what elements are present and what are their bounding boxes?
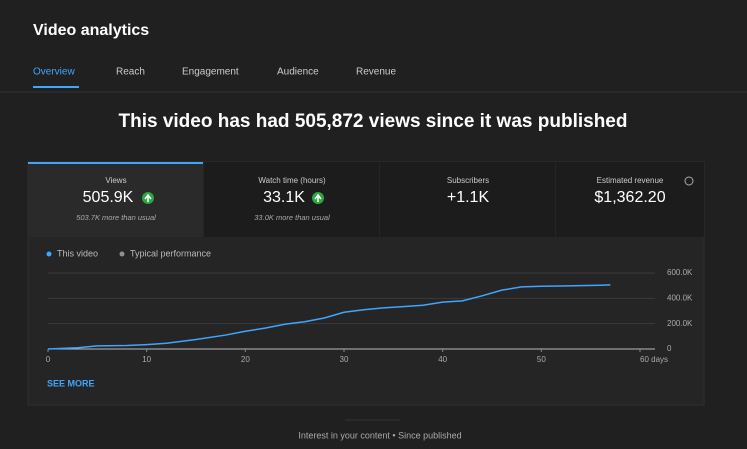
y-tick-label: 600.0K: [667, 268, 693, 277]
legend-dot: [46, 251, 52, 257]
y-tick-label: 0: [667, 344, 672, 353]
tab[interactable]: Engagement: [182, 67, 239, 78]
tab[interactable]: Audience: [277, 67, 319, 78]
see-more[interactable]: SEE MORE: [47, 378, 95, 388]
x-tick-label: 30: [340, 355, 349, 364]
metric-note: 33.0K more than usual: [254, 213, 330, 222]
tab[interactable]: Overview: [33, 67, 75, 78]
headline: This video has had 505,872 views since i…: [119, 111, 628, 132]
legend-dot: [119, 251, 125, 257]
tab[interactable]: Reach: [116, 67, 145, 78]
metric-label: Watch time (hours): [258, 176, 326, 185]
y-tick-label: 200.0K: [667, 319, 693, 328]
metric-label: Subscribers: [447, 176, 489, 185]
x-tick-label: 10: [142, 355, 151, 364]
card-indicator: [28, 162, 203, 164]
metric-value: 505.9K: [83, 189, 134, 206]
footer: Interest in your content • Since publish…: [298, 430, 461, 440]
x-tick-label: 20: [241, 355, 250, 364]
metric-note: 503.7K more than usual: [76, 213, 156, 222]
x-tick-label: 60 days: [640, 355, 668, 364]
title: Video analytics: [33, 22, 149, 39]
metric-value: $1,362.20: [594, 189, 665, 206]
metric-value: 33.1K: [263, 189, 305, 206]
info-icon: [684, 176, 694, 186]
metric-value: +1.1K: [447, 189, 490, 206]
x-tick-label: 0: [46, 355, 51, 364]
metric-label: Views: [105, 176, 126, 185]
x-tick-label: 40: [438, 355, 447, 364]
metric-label: Estimated revenue: [597, 176, 664, 185]
series-line: [47, 284, 611, 350]
legend-label: This video: [57, 248, 98, 258]
tab-underline: [33, 86, 79, 88]
legend-label: Typical performance: [130, 248, 211, 258]
card[interactable]: [556, 162, 704, 237]
tab[interactable]: Revenue: [356, 67, 396, 78]
up-arrow: [314, 193, 322, 202]
y-tick-label: 400.0K: [667, 293, 693, 302]
x-tick-label: 50: [537, 355, 546, 364]
card-selected[interactable]: [28, 162, 203, 237]
card[interactable]: [380, 162, 555, 237]
card[interactable]: [204, 162, 379, 237]
up-arrow: [144, 193, 152, 202]
